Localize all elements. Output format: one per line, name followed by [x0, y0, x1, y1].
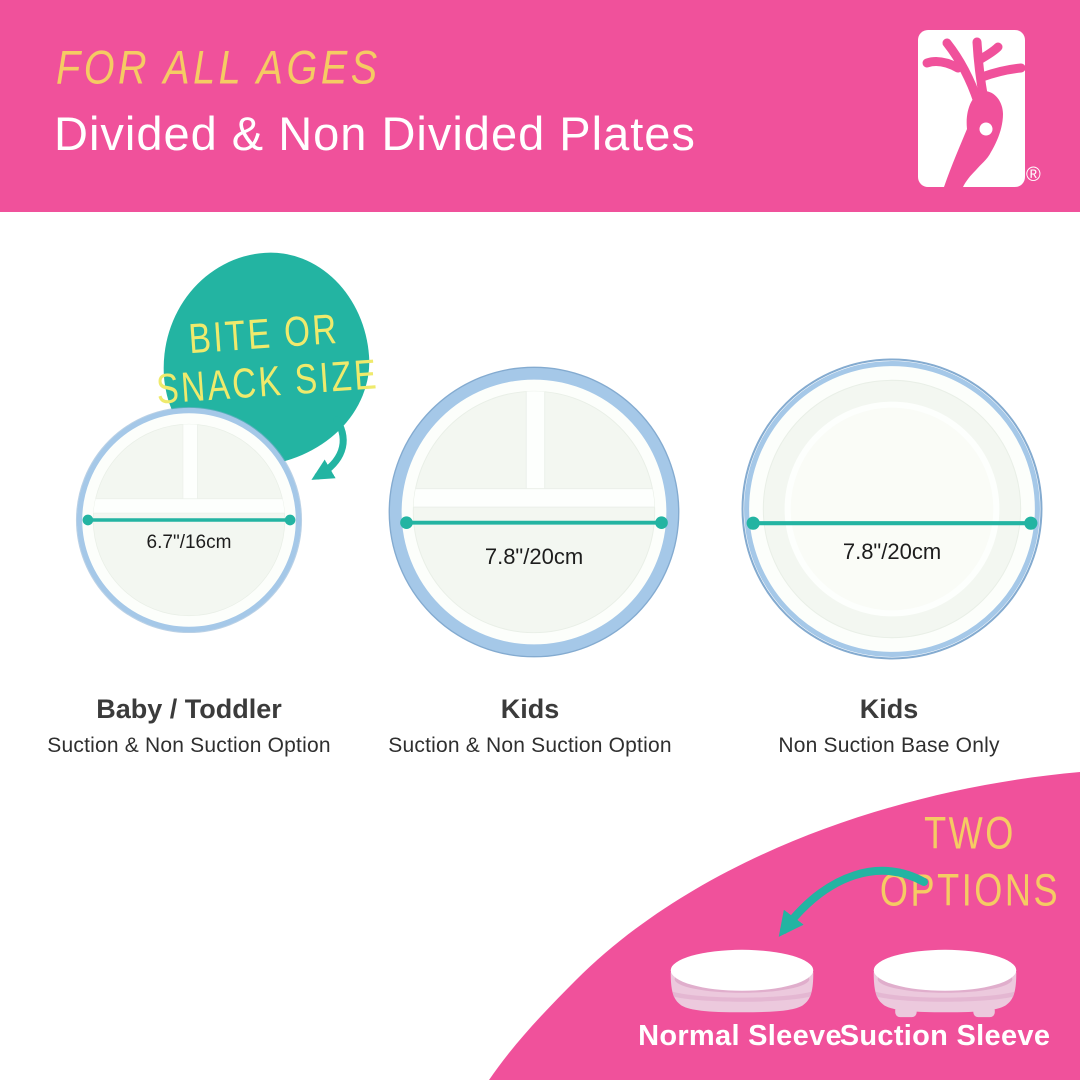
plain-plate-icon — [741, 358, 1043, 660]
side-plate-icon — [873, 949, 1017, 1018]
curved-arrow-icon — [778, 866, 928, 937]
caption-kids-divided: Kids Suction & Non Suction Option — [360, 694, 700, 758]
normal-sleeve-label: Normal Sleeve — [638, 1020, 842, 1052]
plate-sublabel: Non Suction Base Only — [778, 734, 1000, 757]
plate-baby-toddler: 6.7"/16cm — [75, 406, 303, 634]
diameter-line — [746, 516, 1038, 530]
suction-sleeve-label: Suction Sleeve — [839, 1020, 1051, 1052]
brand-logo — [918, 30, 1025, 187]
suction-sleeve-plate — [862, 942, 1028, 1024]
diameter-line — [82, 514, 296, 526]
header-banner: For All Ages Divided & Non Divided Plate… — [0, 0, 1080, 212]
caption-baby-toddler: Baby / Toddler Suction & Non Suction Opt… — [19, 694, 359, 758]
plate-sublabel: Suction & Non Suction Option — [47, 734, 331, 757]
registered-mark: ® — [1026, 164, 1041, 186]
divided-plate-icon — [388, 366, 680, 658]
plate-kids-divided: 7.8"/20cm — [388, 366, 680, 658]
diameter-label: 7.8"/20cm — [484, 544, 584, 569]
diameter-line — [400, 516, 668, 530]
diameter-label: 7.8"/20cm — [842, 539, 942, 564]
deer-icon — [922, 37, 1025, 187]
curved-arrow-icon — [311, 416, 347, 480]
normal-sleeve-plate — [659, 942, 825, 1024]
plate-kids-plain: 7.8"/20cm — [740, 357, 1044, 661]
plate-sublabel: Suction & Non Suction Option — [388, 734, 672, 757]
plate-label: Kids — [859, 694, 919, 724]
caption-kids-plain: Kids Non Suction Base Only — [719, 694, 1059, 758]
plate-label: Baby / Toddler — [96, 694, 282, 724]
diameter-label: 6.7"/16cm — [146, 532, 232, 553]
page-title: Divided & Non Divided Plates — [54, 107, 696, 160]
options-line-1: Two — [924, 808, 1016, 860]
plate-label: Kids — [500, 694, 560, 724]
divided-plate-icon — [75, 406, 303, 634]
side-plate-icon — [670, 949, 814, 1013]
header-tagline: For All Ages — [56, 40, 381, 95]
